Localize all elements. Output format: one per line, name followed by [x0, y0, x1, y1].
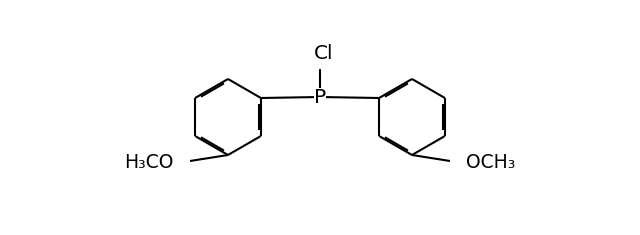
Text: OCH₃: OCH₃ — [466, 153, 515, 172]
Text: Cl: Cl — [314, 43, 333, 63]
Text: P: P — [314, 87, 326, 106]
Text: H₃CO: H₃CO — [125, 153, 174, 172]
